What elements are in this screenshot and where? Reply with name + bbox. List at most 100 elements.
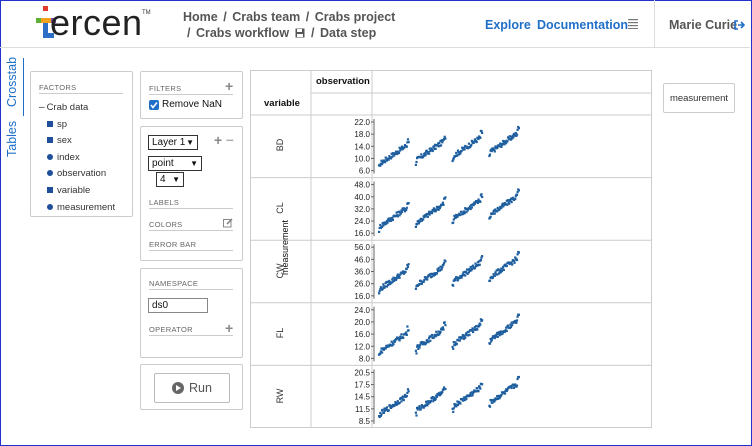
row-label-rw[interactable]: RW	[275, 388, 285, 404]
breadcrumb-project[interactable]: Crabs project	[314, 10, 396, 24]
scatter-point	[505, 389, 508, 393]
scatter-point	[405, 331, 408, 334]
y-tick-label: 10.0	[354, 154, 370, 163]
edit-icon[interactable]	[223, 218, 233, 228]
namespace-input[interactable]: ds0	[148, 298, 208, 313]
add-layer-icon[interactable]: +	[214, 132, 223, 148]
factor-item-index[interactable]: index	[39, 150, 115, 167]
scatter-point	[399, 273, 402, 276]
collapse-icon[interactable]: –	[39, 102, 45, 113]
scatter-point	[423, 216, 426, 219]
add-operator-icon[interactable]: +	[225, 320, 234, 336]
scatter-point	[509, 138, 513, 141]
add-filter-icon[interactable]: +	[225, 78, 234, 94]
row-label-bd[interactable]: BD	[275, 139, 285, 152]
scatter-point	[398, 214, 401, 217]
chart-type-select[interactable]: point ▼	[148, 156, 202, 171]
scatter-point	[427, 151, 430, 154]
scatter-point	[461, 397, 464, 401]
scatter-point	[434, 143, 437, 146]
row-factor-header[interactable]: variable	[264, 98, 300, 109]
scatter-point	[379, 223, 382, 227]
tab-tables[interactable]: Tables	[5, 120, 19, 157]
breadcrumb-step[interactable]: Data step	[319, 26, 377, 40]
scatter-point	[476, 264, 479, 267]
scatter-point	[426, 275, 429, 278]
scatter-point	[406, 391, 409, 394]
scatter-point	[391, 216, 394, 220]
scatter-point	[438, 392, 441, 395]
hamburger-menu-icon[interactable]	[628, 19, 638, 29]
breadcrumb-workflow[interactable]: Crabs workflow	[195, 26, 290, 40]
breadcrumb-team[interactable]: Crabs team	[232, 10, 301, 24]
save-icon[interactable]	[295, 28, 305, 38]
scatter-point	[407, 329, 410, 332]
tab-crosstab[interactable]: Crosstab	[5, 56, 19, 107]
measurement-button[interactable]: measurement	[663, 83, 735, 113]
y-tick-label: 48.0	[354, 181, 370, 190]
nav-explore-link[interactable]: Explore	[485, 18, 531, 32]
scatter-point	[398, 339, 401, 342]
labels-title[interactable]: LABELS	[149, 198, 180, 207]
header-divider	[654, 0, 655, 47]
user-name[interactable]: Marie Curie	[669, 18, 738, 32]
scatter-point	[425, 341, 428, 345]
run-button[interactable]: Run	[154, 373, 230, 403]
scatter-point	[397, 274, 401, 277]
scatter-point	[429, 401, 432, 404]
factor-item-observation[interactable]: observation	[39, 166, 115, 183]
point-size-select[interactable]: 4 ▼	[156, 172, 184, 187]
tercen-logo-icon[interactable]	[36, 6, 66, 42]
layer-select[interactable]: Layer 1 ▼	[148, 135, 198, 150]
scatter-point	[425, 214, 428, 217]
scatter-point	[434, 147, 437, 150]
scatter-point	[458, 276, 461, 279]
scatter-point	[435, 395, 438, 398]
factor-item-sp[interactable]: sp	[39, 117, 115, 134]
scatter-point	[427, 212, 430, 215]
scatter-point	[475, 265, 478, 268]
scatter-point	[379, 164, 382, 167]
scatter-point	[395, 277, 398, 280]
scatter-point	[469, 393, 472, 396]
scatter-point	[491, 401, 494, 404]
remove-layer-icon[interactable]: –	[226, 131, 234, 147]
error-bar-title[interactable]: ERROR BAR	[149, 240, 197, 249]
scatter-point	[508, 138, 511, 141]
scatter-point	[516, 315, 519, 318]
logout-icon[interactable]	[734, 20, 745, 30]
colors-title[interactable]: COLORS	[149, 220, 183, 229]
scatter-point	[432, 274, 435, 277]
row-label-cl[interactable]: CL	[275, 202, 285, 214]
factor-item-measurement[interactable]: measurement	[39, 200, 115, 217]
scatter-point	[456, 279, 460, 282]
nav-documentation-link[interactable]: Documentation	[537, 18, 628, 32]
scatter-point	[423, 214, 426, 217]
scatter-point	[462, 210, 466, 213]
scatter-point	[458, 400, 461, 404]
breadcrumb-home[interactable]: Home	[183, 10, 218, 24]
scatter-point	[399, 149, 402, 152]
scatter-point	[454, 279, 457, 282]
remove-nan-checkbox[interactable]	[149, 99, 159, 110]
row-label-fl[interactable]: FL	[275, 327, 285, 339]
scatter-point	[512, 383, 515, 386]
scatter-point	[444, 137, 447, 140]
scatter-point	[506, 199, 510, 202]
column-factor-header[interactable]: observation	[316, 76, 370, 87]
scatter-point	[455, 213, 458, 217]
factor-item-variable[interactable]: variable	[39, 183, 115, 200]
scatter-point	[505, 326, 508, 329]
scatter-point	[511, 134, 514, 137]
scatter-point	[394, 402, 398, 405]
scatter-point	[497, 272, 501, 275]
scatter-point	[499, 332, 502, 335]
scatter-point	[415, 160, 418, 164]
factor-item-sex[interactable]: sex	[39, 133, 115, 150]
divider	[149, 250, 233, 251]
scatter-point	[417, 222, 420, 225]
scatter-point	[394, 152, 397, 155]
scatter-point	[463, 212, 466, 215]
factor-group-crab-data[interactable]: – Crab data	[39, 100, 115, 117]
scatter-point	[419, 156, 422, 159]
